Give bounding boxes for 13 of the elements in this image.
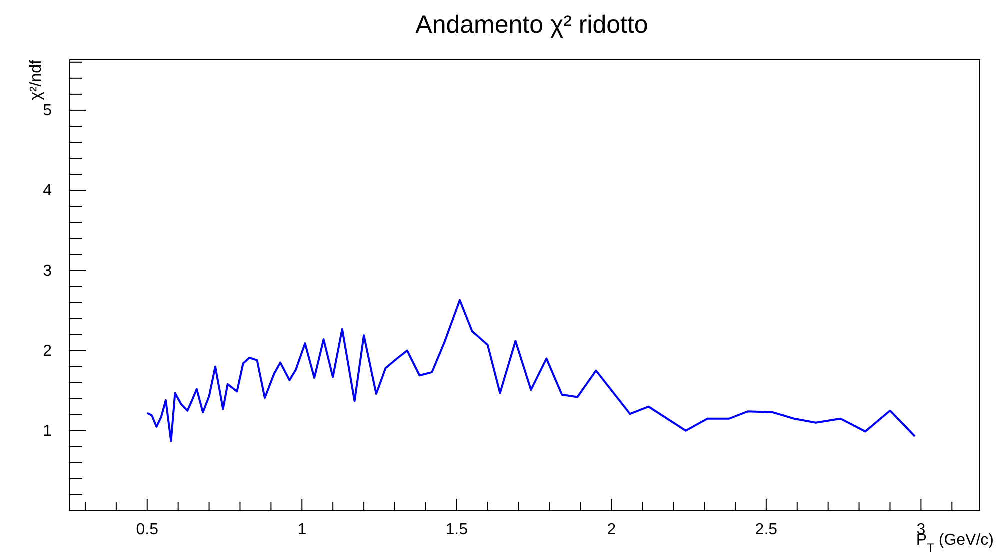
y-tick-label: 2 xyxy=(43,342,52,360)
x-tick-label: 1.5 xyxy=(446,521,468,538)
line-series xyxy=(146,299,916,442)
x-tick-label: 0.5 xyxy=(136,521,159,538)
y-tick-label: 1 xyxy=(43,423,52,440)
x-tick-label: 1 xyxy=(298,521,307,538)
y-tick-label: 5 xyxy=(43,102,52,120)
x-tick-label: 2 xyxy=(607,521,616,538)
x-tick-label: 2.5 xyxy=(755,521,778,538)
chart-title: Andamento χ² ridotto xyxy=(416,11,648,39)
y-tick-label: 3 xyxy=(43,262,52,280)
y-tick-label: 4 xyxy=(43,182,52,200)
y-axis-title: χ²/ndf xyxy=(28,59,45,100)
